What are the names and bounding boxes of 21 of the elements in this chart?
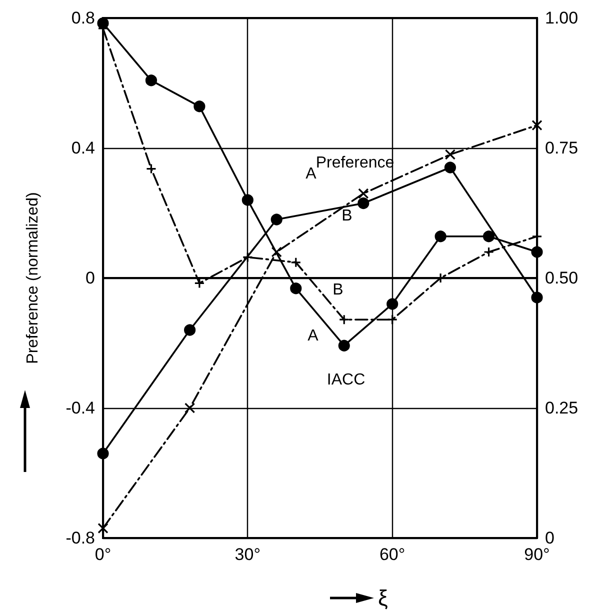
annotation: A — [308, 328, 319, 344]
y-tick-label: 0.8 — [71, 8, 95, 28]
x-tick-label: 60° — [379, 545, 406, 564]
y-tick-label: 0.4 — [71, 138, 95, 158]
y2-tick-label: 0.25 — [545, 398, 578, 418]
x-tick-label: 0° — [94, 545, 112, 564]
annotation: IACC — [326, 372, 366, 388]
annotation: B — [332, 282, 344, 298]
y2-tick-label: 0.50 — [545, 268, 578, 288]
x-tick-label: 90° — [524, 545, 550, 564]
x-axis-title: ξ — [378, 586, 388, 610]
y-tick-label: -0.4 — [66, 398, 95, 418]
y2-tick-label: 1.00 — [545, 8, 578, 28]
y2-tick-label: 0 — [545, 528, 554, 548]
y-axis-title: Preference (normalized) — [24, 192, 42, 364]
y-tick-label: -0.8 — [66, 528, 95, 548]
y2-tick-label: 0.75 — [545, 138, 578, 158]
x-tick-label: 30° — [234, 545, 261, 564]
annotation: A — [306, 166, 317, 182]
y-tick-label: 0 — [86, 268, 95, 288]
annotation: B — [342, 208, 352, 224]
